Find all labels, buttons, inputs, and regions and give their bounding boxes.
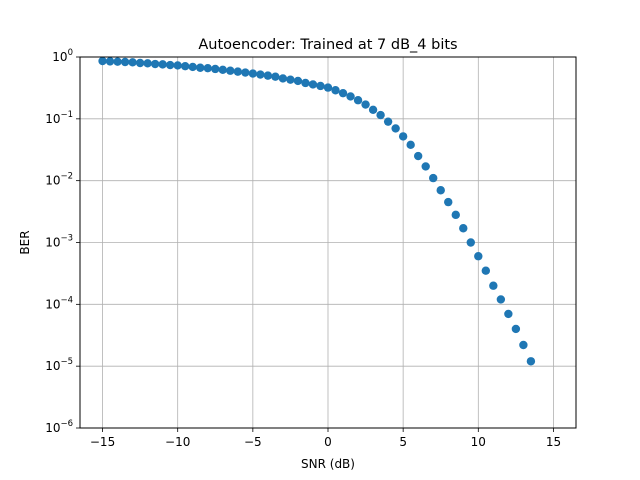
data-point bbox=[504, 309, 513, 319]
data-point bbox=[226, 66, 235, 75]
x-axis-label: SNR (dB) bbox=[301, 457, 355, 471]
data-point bbox=[331, 86, 340, 95]
y-tick-label: 10−1 bbox=[45, 110, 73, 126]
data-point bbox=[128, 58, 137, 67]
x-tick-label: 10 bbox=[471, 435, 486, 449]
data-point bbox=[496, 295, 506, 304]
data-point bbox=[98, 56, 107, 66]
y-tick-label-base: 10 bbox=[45, 297, 60, 311]
y-tick-label: 10−5 bbox=[45, 357, 73, 373]
data-point bbox=[233, 67, 243, 76]
data-point bbox=[429, 173, 438, 183]
data-point bbox=[474, 252, 483, 261]
data-point bbox=[158, 60, 167, 69]
data-point bbox=[353, 96, 363, 105]
chart-title: Autoencoder: Trained at 7 dB_4 bits bbox=[198, 37, 457, 53]
data-point bbox=[256, 70, 265, 79]
data-point bbox=[301, 78, 310, 88]
x-axis: −15 −10 −5 0 5 10 15 bbox=[90, 428, 561, 449]
data-point bbox=[165, 60, 175, 70]
data-point bbox=[368, 105, 378, 114]
y-tick-label-exponent: −1 bbox=[60, 110, 73, 120]
y-tick-label-base: 10 bbox=[45, 236, 60, 250]
y-tick-label: 10−2 bbox=[45, 172, 73, 188]
x-tick-label: −15 bbox=[90, 435, 115, 449]
data-point bbox=[308, 80, 318, 89]
data-point bbox=[113, 57, 122, 66]
data-point bbox=[323, 83, 333, 92]
data-point bbox=[203, 63, 212, 73]
data-point bbox=[120, 57, 130, 67]
data-point bbox=[188, 62, 197, 72]
x-tick-label: 0 bbox=[324, 435, 332, 449]
data-point bbox=[211, 64, 220, 74]
y-tick-label-exponent: −5 bbox=[60, 357, 73, 367]
x-tick-label: 5 bbox=[399, 435, 407, 449]
data-point bbox=[391, 124, 400, 133]
y-tick-label-exponent: −4 bbox=[60, 295, 73, 305]
data-point bbox=[451, 210, 460, 220]
data-point bbox=[135, 58, 145, 68]
y-tick-label-base: 10 bbox=[45, 112, 60, 126]
data-point bbox=[181, 61, 190, 71]
data-point bbox=[511, 324, 521, 334]
data-series bbox=[98, 56, 536, 366]
data-point bbox=[346, 92, 355, 101]
data-point bbox=[421, 162, 430, 171]
data-point bbox=[444, 197, 453, 207]
data-point bbox=[196, 63, 205, 72]
data-point bbox=[278, 74, 288, 83]
data-point bbox=[286, 75, 295, 84]
data-point bbox=[263, 71, 273, 80]
data-point bbox=[526, 357, 536, 366]
data-point bbox=[248, 69, 258, 78]
data-point bbox=[459, 224, 468, 233]
y-tick-label: 10−4 bbox=[45, 295, 73, 311]
data-point bbox=[406, 140, 415, 150]
data-point bbox=[361, 100, 370, 109]
data-point bbox=[271, 72, 280, 81]
y-tick-label-base: 10 bbox=[52, 50, 67, 64]
data-point bbox=[293, 76, 303, 86]
y-tick-label: 10−3 bbox=[45, 234, 73, 250]
data-point bbox=[173, 61, 182, 70]
y-tick-label-exponent: −2 bbox=[60, 172, 73, 182]
x-tick-label: 15 bbox=[546, 435, 561, 449]
data-point bbox=[218, 65, 227, 75]
data-point bbox=[466, 238, 475, 247]
x-tick-label: −5 bbox=[244, 435, 262, 449]
y-tick-label-exponent: −3 bbox=[60, 234, 73, 244]
data-point bbox=[143, 59, 152, 68]
data-point bbox=[376, 110, 385, 120]
y-axis-label: BER bbox=[18, 230, 32, 254]
data-point bbox=[519, 340, 528, 350]
data-point bbox=[489, 281, 498, 290]
data-point bbox=[150, 59, 160, 69]
y-tick-label-exponent: 0 bbox=[68, 48, 73, 58]
data-point bbox=[105, 57, 115, 66]
y-tick-label: 100 bbox=[52, 48, 73, 64]
data-point bbox=[241, 68, 250, 77]
data-point bbox=[481, 266, 491, 275]
data-point bbox=[316, 81, 325, 91]
y-tick-label-base: 10 bbox=[45, 359, 60, 373]
x-tick-label: −10 bbox=[165, 435, 190, 449]
data-point bbox=[413, 151, 423, 161]
data-point bbox=[338, 88, 348, 98]
y-tick-label-base: 10 bbox=[45, 421, 60, 435]
y-tick-label-exponent: −6 bbox=[60, 419, 73, 429]
y-tick-label: 10−6 bbox=[45, 419, 73, 435]
data-point bbox=[383, 117, 393, 126]
data-point bbox=[436, 186, 445, 195]
data-point bbox=[398, 132, 408, 141]
y-tick-label-base: 10 bbox=[45, 174, 60, 188]
